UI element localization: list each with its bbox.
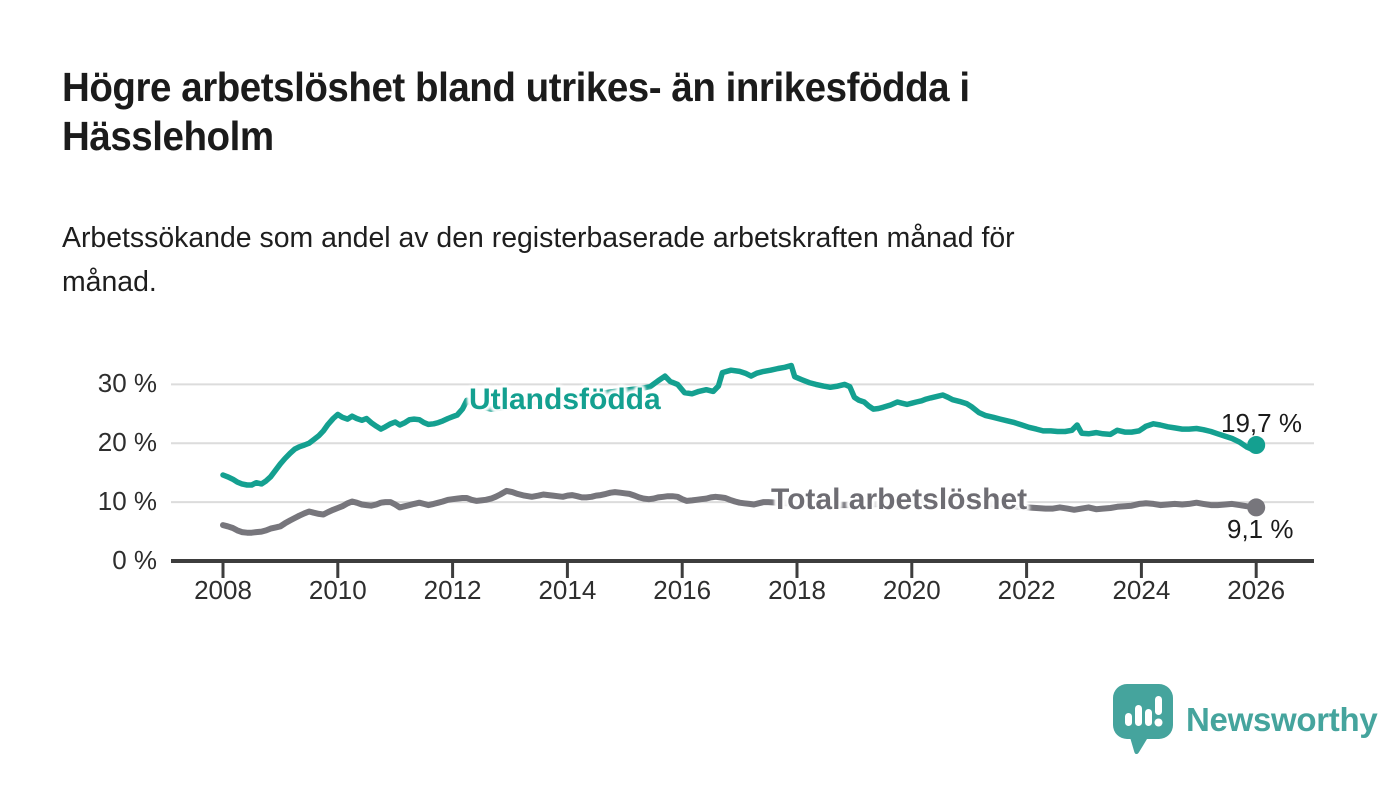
newsworthy-logo-text: Newsworthy bbox=[1186, 701, 1378, 738]
x-tick-label: 2026 bbox=[1227, 575, 1286, 605]
y-tick-label: 30 % bbox=[97, 368, 157, 399]
x-tick-label: 2018 bbox=[768, 575, 826, 605]
subtitle-line: Arbetssökande som andel av den registerb… bbox=[62, 222, 1015, 254]
page-title: Högre arbetslöshet bland utrikes- än inr… bbox=[62, 63, 1265, 161]
newsworthy-speech-bubble-icon bbox=[1113, 684, 1173, 755]
x-tick-label: 2010 bbox=[308, 575, 367, 605]
y-tick-label: 0 % bbox=[112, 545, 157, 575]
x-tick-label: 2022 bbox=[997, 575, 1056, 605]
y-tick-label: 10 % bbox=[97, 486, 157, 517]
newsworthy-logo: Newsworthy bbox=[1113, 684, 1378, 755]
series-line-1 bbox=[220, 487, 1260, 536]
end-value-label-utlandsfodda: 19,7 % bbox=[1221, 408, 1302, 438]
series-end-dot-0 bbox=[1247, 436, 1266, 455]
x-tick-label: 2012 bbox=[423, 575, 482, 605]
series-label-utlandsfodda: Utlandsfödda bbox=[469, 383, 661, 416]
title-line: Hässleholm bbox=[62, 113, 274, 159]
chart-subtitle: Arbetssökande som andel av den registerb… bbox=[62, 216, 1297, 304]
x-tick-label: 2014 bbox=[538, 575, 597, 605]
end-value-label-total: 9,1 % bbox=[1227, 514, 1294, 544]
series-label-total-arbetsloshet: Total arbetslöshet bbox=[771, 483, 1028, 516]
x-tick-label: 2016 bbox=[653, 575, 712, 605]
series-line-0 bbox=[220, 362, 1259, 488]
y-tick-label: 20 % bbox=[97, 427, 157, 458]
x-tick-label: 2020 bbox=[882, 575, 941, 605]
title-line: Högre arbetslöshet bland utrikes- än inr… bbox=[62, 64, 970, 110]
x-tick-label: 2024 bbox=[1112, 575, 1171, 605]
series-end-dot-1 bbox=[1247, 498, 1266, 517]
x-tick-label: 2008 bbox=[194, 575, 252, 605]
subtitle-line: månad. bbox=[62, 266, 157, 298]
